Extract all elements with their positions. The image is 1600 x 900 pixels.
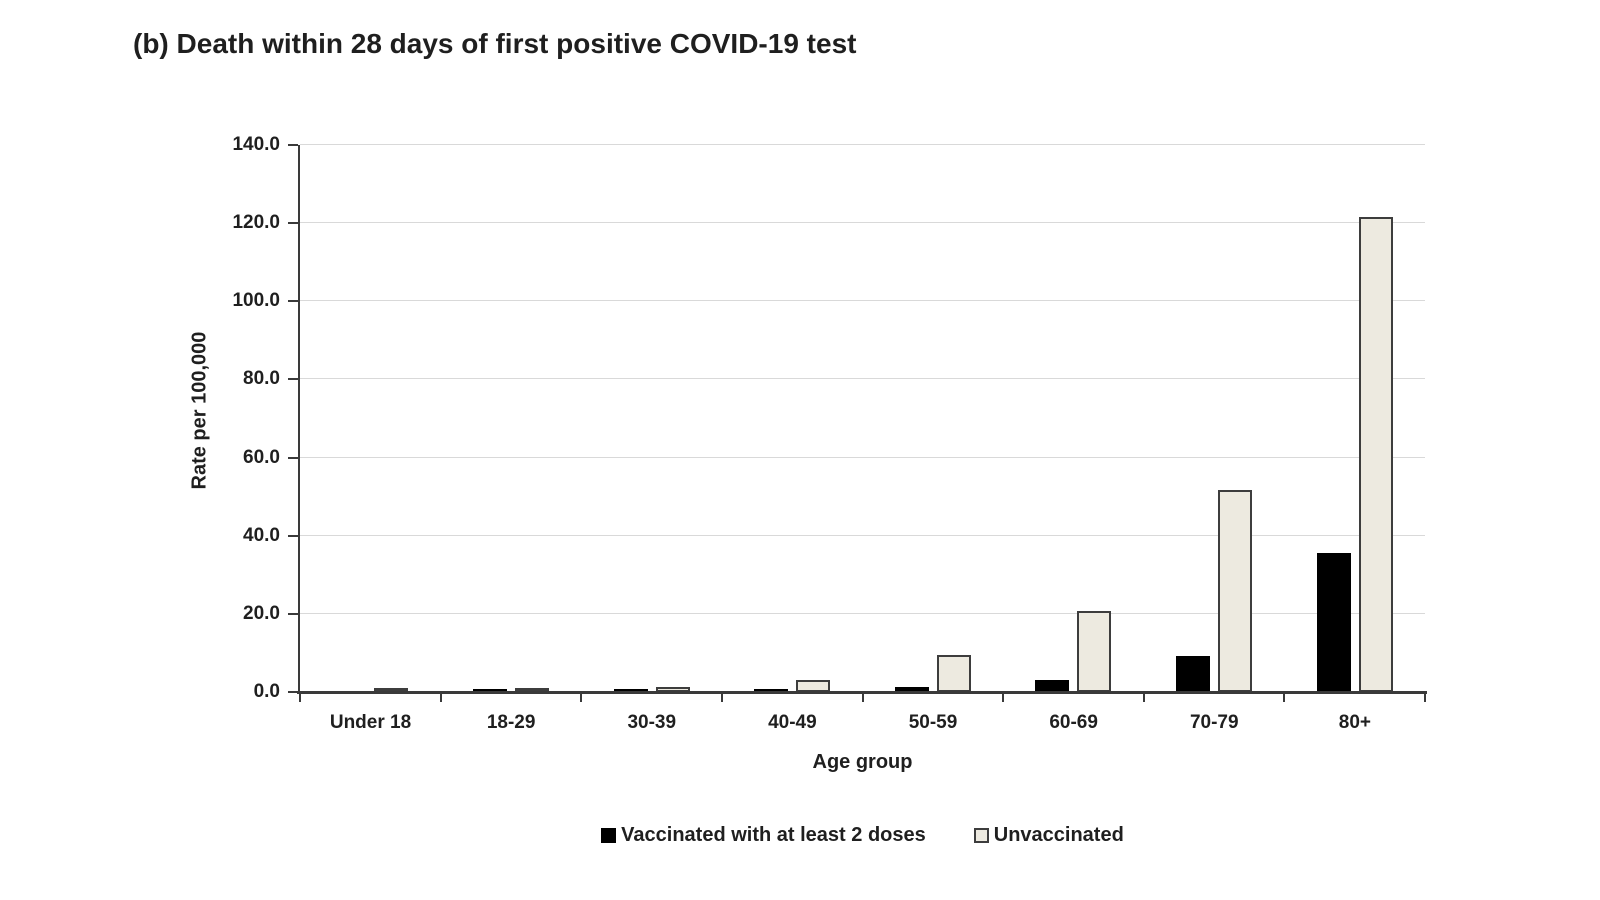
y-tick-40.0 <box>288 534 298 537</box>
gridline-20 <box>300 612 1425 614</box>
y-tick-100.0 <box>288 300 298 303</box>
y-tick-label-0.0: 0.0 <box>253 681 280 702</box>
bar-unvaccinated-70-79 <box>1218 490 1253 692</box>
y-tick-label-100.0: 100.0 <box>232 290 280 312</box>
bar-vaccinated-with-at-least-2-doses-60-69 <box>1035 679 1070 692</box>
x-tick-6 <box>1142 694 1145 702</box>
gridline-40 <box>300 534 1425 536</box>
y-tick-60.0 <box>288 456 298 459</box>
y-tick-label-20.0: 20.0 <box>243 602 280 624</box>
y-tick-label-60.0: 60.0 <box>243 446 280 468</box>
bar-vaccinated-with-at-least-2-doses-50-59 <box>894 686 929 692</box>
x-tick-8 <box>1424 694 1426 702</box>
gridline-100 <box>300 300 1425 302</box>
x-category-label-30-39: 30-39 <box>627 712 677 733</box>
legend-swatch-unvaccinated <box>973 828 989 843</box>
x-tick-2 <box>580 694 583 702</box>
y-tick-0.0 <box>288 691 298 693</box>
legend-label-vaccinated-with-at-least-2-doses: Vaccinated with at least 2 doses <box>621 824 926 846</box>
x-tick-7 <box>1283 694 1286 702</box>
x-tick-1 <box>439 694 442 702</box>
legend-label-unvaccinated: Unvaccinated <box>993 824 1124 846</box>
y-tick-label-120.0: 120.0 <box>232 212 280 234</box>
bar-vaccinated-with-at-least-2-doses-40-49 <box>754 688 789 692</box>
x-category-label-60-69: 60-69 <box>1049 712 1098 733</box>
plot-area <box>300 144 1425 692</box>
x-tick-5 <box>1002 694 1005 702</box>
x-category-label-70-79: 70-79 <box>1189 712 1239 733</box>
y-tick-label-40.0: 40.0 <box>243 524 280 546</box>
x-category-label-40-49: 40-49 <box>768 712 817 733</box>
legend-item-vaccinated-with-at-least-2-doses: Vaccinated with at least 2 doses <box>601 824 926 847</box>
bar-unvaccinated-80 <box>1358 217 1393 692</box>
y-tick-label-140.0: 140.0 <box>232 134 280 155</box>
chart-legend: Vaccinated with at least 2 doses Unvaccin… <box>300 824 1425 847</box>
legend-item-unvaccinated: Unvaccinated <box>973 824 1124 847</box>
y-tick-80.0 <box>288 378 298 381</box>
bar-unvaccinated-60-69 <box>1077 610 1112 692</box>
x-category-label-50-59: 50-59 <box>908 712 958 733</box>
bar-unvaccinated-50-59 <box>936 654 971 692</box>
x-tick-3 <box>720 694 723 702</box>
bar-vaccinated-with-at-least-2-doses-80 <box>1316 553 1351 692</box>
y-tick-label-80.0: 80.0 <box>243 368 280 390</box>
legend-swatch-vaccinated-with-at-least-2-doses <box>601 828 617 843</box>
x-category-label-18-29: 18-29 <box>486 712 536 733</box>
y-tick-120.0 <box>288 222 298 225</box>
x-axis-title: Age group <box>812 751 913 773</box>
bar-vaccinated-with-at-least-2-doses-30-39 <box>613 689 648 692</box>
gridline-140 <box>300 144 1425 145</box>
gridline-80 <box>300 378 1425 380</box>
y-tick-140.0 <box>288 144 298 146</box>
bar-vaccinated-with-at-least-2-doses-18-29 <box>472 689 507 692</box>
chart-title: (b) Death within 28 days of first positi… <box>133 28 857 59</box>
x-axis-line <box>297 691 1427 694</box>
gridline-120 <box>300 222 1425 224</box>
gridline-60 <box>300 456 1425 458</box>
bar-vaccinated-with-at-least-2-doses-70-79 <box>1176 656 1211 692</box>
x-category-label-80: 80+ <box>1338 712 1371 733</box>
y-axis-line <box>298 145 300 694</box>
bar-unvaccinated-30-39 <box>655 686 690 692</box>
x-tick-4 <box>861 694 864 702</box>
x-tick-0 <box>299 694 301 702</box>
y-tick-20.0 <box>288 612 298 615</box>
x-category-label-under-18: Under 18 <box>329 712 412 733</box>
